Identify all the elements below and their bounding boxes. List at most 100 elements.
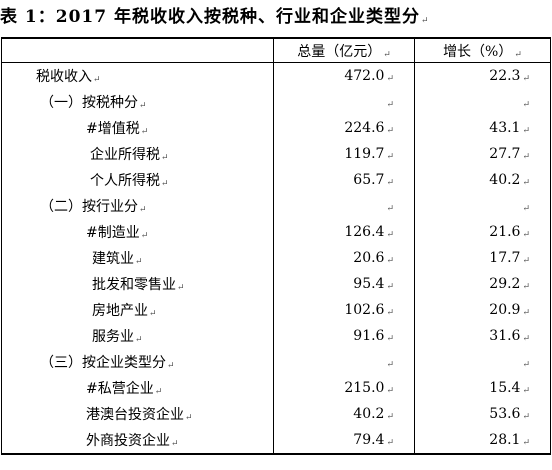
row-growth-cell: 43.1 ↵	[414, 115, 551, 141]
row-total: 91.6	[353, 328, 385, 344]
row-growth: 15.4	[489, 380, 521, 396]
row-growth-cell: ↵	[414, 349, 551, 375]
table-row: 港澳台投资企业↵ 40.2 ↵ 53.6 ↵	[1, 401, 551, 427]
paragraph-mark-icon: ↵	[514, 49, 522, 60]
row-label-cell: 港澳台投资企业↵	[1, 401, 274, 427]
table-row: #私营企业↵ 215.0 ↵ 15.4 ↵	[1, 375, 551, 401]
row-label: #增值税	[86, 121, 140, 137]
row-label-cell: #制造业↵	[1, 219, 274, 245]
row-total: 20.6	[353, 250, 385, 266]
row-growth-cell: 17.7 ↵	[414, 245, 551, 271]
paragraph-mark-icon: ↵	[522, 308, 530, 318]
table-row: 房地产业↵ 102.6 ↵ 20.9 ↵	[1, 297, 551, 323]
paragraph-mark-icon: ↵	[522, 282, 530, 292]
table-row: #制造业↵ 126.4 ↵ 21.6 ↵	[1, 219, 551, 245]
table-row: 个人所得税↵ 65.7 ↵ 40.2 ↵	[1, 167, 551, 193]
row-total: 472.0	[344, 68, 385, 84]
paragraph-mark-icon: ↵	[386, 360, 394, 370]
row-growth: 20.9	[489, 302, 521, 318]
paragraph-mark-icon: ↵	[522, 126, 530, 136]
paragraph-mark-icon: ↵	[386, 308, 394, 318]
row-label-cell: （二）按行业分↵	[1, 193, 274, 219]
paragraph-mark-icon: ↵	[135, 335, 143, 345]
paragraph-mark-icon: ↵	[386, 74, 394, 84]
header-category	[1, 37, 274, 63]
paragraph-mark-icon: ↵	[386, 256, 394, 266]
row-label-cell: 服务业↵	[1, 323, 274, 349]
row-growth-cell: ↵	[414, 89, 551, 115]
row-growth: 27.7	[489, 146, 521, 162]
paragraph-mark-icon: ↵	[522, 438, 530, 448]
row-label: （一）按税种分	[40, 95, 138, 111]
paragraph-mark-icon: ↵	[185, 413, 193, 423]
table-header-row: 总量（亿元） ↵ 增长（%） ↵	[1, 37, 551, 63]
row-growth-cell: 15.4 ↵	[414, 375, 551, 401]
table-row: 企业所得税↵ 119.7 ↵ 27.7 ↵	[1, 141, 551, 167]
table-title: 表 1：2017 年税收收入按税种、行业和企业类型分↵	[0, 4, 552, 30]
paragraph-mark-icon: ↵	[161, 153, 169, 163]
row-total-cell: 102.6 ↵	[273, 297, 415, 323]
paragraph-mark-icon: ↵	[522, 386, 530, 396]
row-growth-cell: 27.7 ↵	[414, 141, 551, 167]
row-label: 房地产业	[92, 303, 148, 319]
row-label: 港澳台投资企业	[86, 407, 184, 423]
paragraph-mark-icon: ↵	[522, 74, 530, 84]
row-label: 建筑业	[92, 251, 134, 267]
row-growth: 40.2	[489, 172, 521, 188]
table-row: 税收收入↵ 472.0 ↵ 22.3 ↵	[1, 62, 551, 89]
row-total-cell: 20.6 ↵	[273, 245, 415, 271]
table-row: 外商投资企业↵ 79.4 ↵ 28.1 ↵	[1, 427, 551, 455]
row-total-cell: 126.4 ↵	[273, 219, 415, 245]
paragraph-mark-icon: ↵	[522, 230, 530, 240]
paragraph-mark-icon: ↵	[522, 100, 530, 110]
row-growth: 22.3	[489, 68, 521, 84]
table-row: （二）按行业分↵ ↵ ↵	[1, 193, 551, 219]
paragraph-mark-icon: ↵	[161, 179, 169, 189]
paragraph-mark-icon: ↵	[386, 412, 394, 422]
paragraph-mark-icon: ↵	[522, 256, 530, 266]
row-total-cell: 91.6 ↵	[273, 323, 415, 349]
header-growth: 增长（%） ↵	[414, 37, 551, 63]
row-growth-cell: 22.3 ↵	[414, 62, 551, 89]
row-label-cell: #增值税↵	[1, 115, 274, 141]
row-label: 个人所得税	[90, 173, 160, 189]
paragraph-mark-icon: ↵	[140, 231, 149, 241]
paragraph-mark-icon: ↵	[386, 100, 394, 110]
paragraph-mark-icon: ↵	[522, 152, 530, 162]
row-label-cell: （一）按税种分↵	[1, 89, 274, 115]
row-total-cell: ↵	[273, 89, 415, 115]
paragraph-mark-icon: ↵	[386, 126, 394, 136]
paragraph-mark-icon: ↵	[177, 283, 185, 293]
table-body: 税收收入↵ 472.0 ↵ 22.3 ↵ （一）按税种分↵ ↵ ↵ #增值税↵ 224.6 ↵ 43.…	[1, 62, 551, 455]
row-growth-cell: 40.2 ↵	[414, 167, 551, 193]
table-row: （一）按税种分↵ ↵ ↵	[1, 89, 551, 115]
row-total-cell: 215.0 ↵	[273, 375, 415, 401]
row-label-cell: 外商投资企业↵	[1, 427, 274, 455]
row-total: 215.0	[344, 380, 385, 396]
paragraph-mark-icon: ↵	[140, 127, 149, 137]
row-label-cell: #私营企业↵	[1, 375, 274, 401]
row-growth-cell: 31.6 ↵	[414, 323, 551, 349]
paragraph-mark-icon: ↵	[522, 412, 530, 422]
paragraph-mark-icon: ↵	[386, 438, 394, 448]
row-label-cell: 建筑业↵	[1, 245, 274, 271]
row-label-cell: 个人所得税↵	[1, 167, 274, 193]
header-total: 总量（亿元） ↵	[273, 37, 415, 63]
table-row: 批发和零售业↵ 95.4 ↵ 29.2 ↵	[1, 271, 551, 297]
row-label: （二）按行业分	[40, 199, 138, 215]
paragraph-mark-icon: ↵	[522, 334, 530, 344]
row-total-cell: 65.7 ↵	[273, 167, 415, 193]
table-row: 服务业↵ 91.6 ↵ 31.6 ↵	[1, 323, 551, 349]
paragraph-mark-icon: ↵	[149, 309, 157, 319]
row-total: 102.6	[344, 302, 385, 318]
paragraph-mark-icon: ↵	[167, 361, 175, 371]
row-total-cell: 224.6 ↵	[273, 115, 415, 141]
paragraph-mark-icon: ↵	[386, 152, 394, 162]
row-growth-cell: 20.9 ↵	[414, 297, 551, 323]
row-label: 企业所得税	[90, 147, 160, 163]
row-label-cell: 税收收入↵	[1, 62, 274, 89]
paragraph-mark-icon: ↵	[522, 360, 530, 370]
row-growth-cell: 29.2 ↵	[414, 271, 551, 297]
paragraph-mark-icon: ↵	[386, 386, 394, 396]
row-growth: 43.1	[489, 120, 521, 136]
